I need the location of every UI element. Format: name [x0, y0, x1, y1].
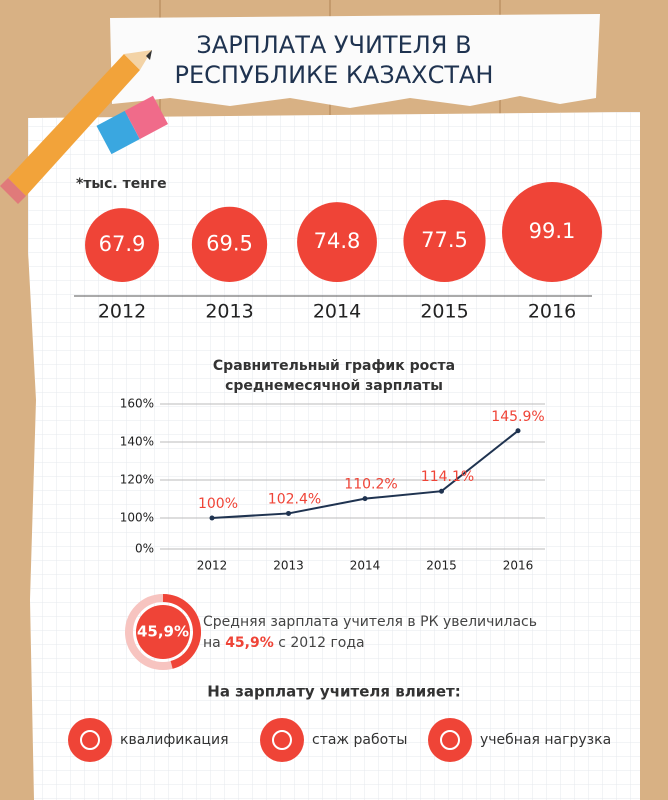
- value-label: 110.2%: [344, 477, 397, 493]
- year-label: 2013: [205, 301, 253, 323]
- line-chart-title: среднемесячной зарплаты: [225, 378, 443, 394]
- bubble-value: 77.5: [421, 228, 468, 252]
- bubble: [85, 208, 159, 282]
- value-label: 145.9%: [491, 409, 544, 425]
- y-tick-label: 140%: [120, 435, 154, 449]
- factor-icon-mark: [440, 730, 460, 750]
- point: [286, 510, 291, 516]
- x-tick-label: 2014: [350, 559, 381, 573]
- ring-arc: [162, 594, 201, 669]
- factor-icon-mark: [272, 730, 292, 750]
- y-tick-label: 100%: [120, 511, 154, 525]
- y-tick-label: 160%: [120, 397, 154, 411]
- pencil: [0, 50, 152, 204]
- eraser: [96, 95, 169, 155]
- ring-center: [136, 605, 190, 659]
- stat-text: с 2012 года: [278, 635, 364, 651]
- title-banner: [110, 14, 600, 108]
- y-tick-label: 0%: [135, 542, 154, 556]
- bubble: [403, 199, 486, 282]
- bubble-value: 69.5: [206, 231, 253, 255]
- bubble-value: 67.9: [99, 232, 146, 256]
- bubble: [502, 182, 602, 282]
- y-tick-label: 120%: [120, 473, 154, 487]
- title-line: РЕСПУБЛИКЕ КАЗАХСТАН: [175, 61, 494, 89]
- bubble-value: 99.1: [529, 219, 576, 243]
- value-label: 114.1%: [421, 469, 474, 485]
- bubble-value: 74.8: [314, 229, 361, 253]
- point: [515, 428, 521, 434]
- x-tick-label: 2012: [197, 559, 228, 573]
- line-chart-title: Сравнительный график роста: [213, 358, 455, 374]
- point: [362, 496, 368, 502]
- point: [209, 515, 215, 521]
- factor-label: квалификация: [120, 732, 229, 748]
- year-label: 2016: [528, 301, 576, 323]
- stat-text: Средняя зарплата учителя в РК увеличилас…: [203, 614, 537, 630]
- stat-text: на: [203, 635, 221, 651]
- stat-emphasis: 45,9%: [225, 635, 274, 651]
- x-tick-label: 2013: [273, 559, 304, 573]
- stat-text: на 45,9% с 2012 года: [203, 635, 365, 651]
- year-label: 2015: [420, 301, 468, 323]
- factor-label: учебная нагрузка: [480, 732, 611, 748]
- value-label: 102.4%: [268, 491, 321, 507]
- unit-note: *тыс. тенге: [76, 176, 167, 192]
- value-label: 100%: [198, 496, 238, 512]
- factors-title: На зарплату учителя влияет:: [207, 683, 460, 701]
- factor-icon: [260, 718, 304, 762]
- factor-label: стаж работы: [312, 732, 407, 748]
- factor-icon: [428, 718, 472, 762]
- factor-icon: [68, 718, 112, 762]
- year-label: 2012: [98, 301, 146, 323]
- factor-icon-mark: [80, 730, 100, 750]
- point: [439, 488, 444, 494]
- ring-label: 45,9%: [137, 623, 189, 641]
- x-tick-label: 2016: [503, 559, 534, 573]
- bubble: [297, 202, 377, 282]
- bubble: [191, 206, 268, 282]
- title-line: ЗАРПЛАТА УЧИТЕЛЯ В: [196, 31, 471, 59]
- x-tick-label: 2015: [426, 559, 457, 573]
- year-label: 2014: [313, 301, 361, 323]
